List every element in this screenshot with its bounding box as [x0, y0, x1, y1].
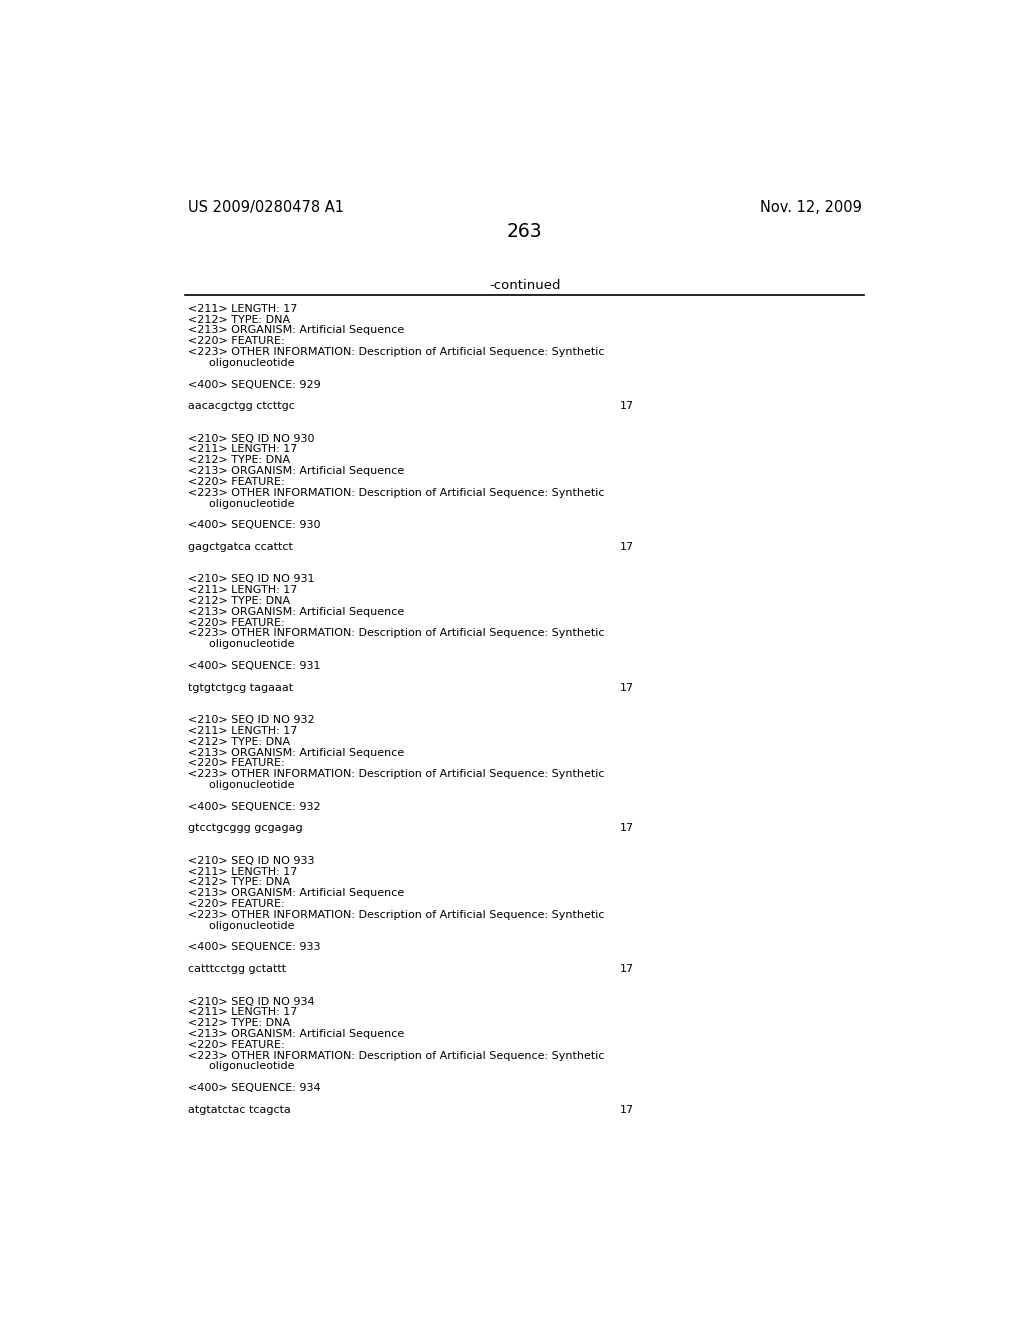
- Text: <213> ORGANISM: Artificial Sequence: <213> ORGANISM: Artificial Sequence: [187, 888, 403, 899]
- Text: <400> SEQUENCE: 929: <400> SEQUENCE: 929: [187, 380, 321, 389]
- Text: <213> ORGANISM: Artificial Sequence: <213> ORGANISM: Artificial Sequence: [187, 747, 403, 758]
- Text: <212> TYPE: DNA: <212> TYPE: DNA: [187, 597, 290, 606]
- Text: 17: 17: [620, 1105, 634, 1115]
- Text: <220> FEATURE:: <220> FEATURE:: [187, 337, 284, 346]
- Text: aacacgctgg ctcttgc: aacacgctgg ctcttgc: [187, 401, 294, 411]
- Text: atgtatctac tcagcta: atgtatctac tcagcta: [187, 1105, 291, 1115]
- Text: gtcctgcggg gcgagag: gtcctgcggg gcgagag: [187, 824, 302, 833]
- Text: <220> FEATURE:: <220> FEATURE:: [187, 477, 284, 487]
- Text: oligonucleotide: oligonucleotide: [187, 639, 294, 649]
- Text: <212> TYPE: DNA: <212> TYPE: DNA: [187, 1018, 290, 1028]
- Text: US 2009/0280478 A1: US 2009/0280478 A1: [187, 199, 343, 215]
- Text: oligonucleotide: oligonucleotide: [187, 780, 294, 791]
- Text: <211> LENGTH: 17: <211> LENGTH: 17: [187, 304, 297, 314]
- Text: <400> SEQUENCE: 932: <400> SEQUENCE: 932: [187, 801, 321, 812]
- Text: <223> OTHER INFORMATION: Description of Artificial Sequence: Synthetic: <223> OTHER INFORMATION: Description of …: [187, 628, 604, 639]
- Text: <220> FEATURE:: <220> FEATURE:: [187, 899, 284, 909]
- Text: <212> TYPE: DNA: <212> TYPE: DNA: [187, 878, 290, 887]
- Text: <223> OTHER INFORMATION: Description of Artificial Sequence: Synthetic: <223> OTHER INFORMATION: Description of …: [187, 347, 604, 356]
- Text: <220> FEATURE:: <220> FEATURE:: [187, 759, 284, 768]
- Text: <223> OTHER INFORMATION: Description of Artificial Sequence: Synthetic: <223> OTHER INFORMATION: Description of …: [187, 909, 604, 920]
- Text: <210> SEQ ID NO 933: <210> SEQ ID NO 933: [187, 855, 314, 866]
- Text: <400> SEQUENCE: 931: <400> SEQUENCE: 931: [187, 661, 321, 671]
- Text: <210> SEQ ID NO 934: <210> SEQ ID NO 934: [187, 997, 314, 1007]
- Text: <213> ORGANISM: Artificial Sequence: <213> ORGANISM: Artificial Sequence: [187, 1030, 403, 1039]
- Text: gagctgatca ccattct: gagctgatca ccattct: [187, 543, 293, 552]
- Text: <211> LENGTH: 17: <211> LENGTH: 17: [187, 726, 297, 737]
- Text: <223> OTHER INFORMATION: Description of Artificial Sequence: Synthetic: <223> OTHER INFORMATION: Description of …: [187, 770, 604, 779]
- Text: <223> OTHER INFORMATION: Description of Artificial Sequence: Synthetic: <223> OTHER INFORMATION: Description of …: [187, 1051, 604, 1061]
- Text: <212> TYPE: DNA: <212> TYPE: DNA: [187, 314, 290, 325]
- Text: <400> SEQUENCE: 933: <400> SEQUENCE: 933: [187, 942, 321, 953]
- Text: 17: 17: [620, 682, 634, 693]
- Text: oligonucleotide: oligonucleotide: [187, 921, 294, 931]
- Text: <212> TYPE: DNA: <212> TYPE: DNA: [187, 455, 290, 465]
- Text: <210> SEQ ID NO 930: <210> SEQ ID NO 930: [187, 434, 314, 444]
- Text: Nov. 12, 2009: Nov. 12, 2009: [760, 199, 862, 215]
- Text: <220> FEATURE:: <220> FEATURE:: [187, 1040, 284, 1049]
- Text: -continued: -continued: [489, 279, 560, 292]
- Text: <213> ORGANISM: Artificial Sequence: <213> ORGANISM: Artificial Sequence: [187, 466, 403, 477]
- Text: oligonucleotide: oligonucleotide: [187, 1061, 294, 1072]
- Text: <223> OTHER INFORMATION: Description of Artificial Sequence: Synthetic: <223> OTHER INFORMATION: Description of …: [187, 488, 604, 498]
- Text: <213> ORGANISM: Artificial Sequence: <213> ORGANISM: Artificial Sequence: [187, 607, 403, 616]
- Text: 17: 17: [620, 964, 634, 974]
- Text: <211> LENGTH: 17: <211> LENGTH: 17: [187, 867, 297, 876]
- Text: <211> LENGTH: 17: <211> LENGTH: 17: [187, 445, 297, 454]
- Text: <211> LENGTH: 17: <211> LENGTH: 17: [187, 1007, 297, 1018]
- Text: 263: 263: [507, 222, 543, 242]
- Text: <212> TYPE: DNA: <212> TYPE: DNA: [187, 737, 290, 747]
- Text: oligonucleotide: oligonucleotide: [187, 358, 294, 368]
- Text: <211> LENGTH: 17: <211> LENGTH: 17: [187, 585, 297, 595]
- Text: <400> SEQUENCE: 934: <400> SEQUENCE: 934: [187, 1084, 321, 1093]
- Text: <210> SEQ ID NO 932: <210> SEQ ID NO 932: [187, 715, 314, 725]
- Text: <400> SEQUENCE: 930: <400> SEQUENCE: 930: [187, 520, 321, 531]
- Text: 17: 17: [620, 401, 634, 411]
- Text: <210> SEQ ID NO 931: <210> SEQ ID NO 931: [187, 574, 314, 585]
- Text: <220> FEATURE:: <220> FEATURE:: [187, 618, 284, 628]
- Text: 17: 17: [620, 543, 634, 552]
- Text: oligonucleotide: oligonucleotide: [187, 499, 294, 508]
- Text: tgtgtctgcg tagaaat: tgtgtctgcg tagaaat: [187, 682, 293, 693]
- Text: catttcctgg gctattt: catttcctgg gctattt: [187, 964, 286, 974]
- Text: <213> ORGANISM: Artificial Sequence: <213> ORGANISM: Artificial Sequence: [187, 326, 403, 335]
- Text: 17: 17: [620, 824, 634, 833]
